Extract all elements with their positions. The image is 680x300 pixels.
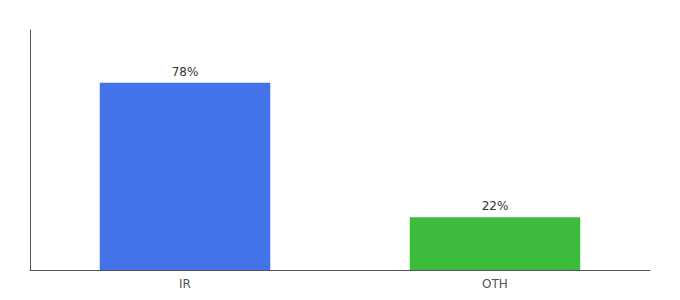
svg-text:OTH: OTH: [482, 277, 508, 291]
svg-text:IR: IR: [179, 277, 191, 291]
svg-text:22%: 22%: [482, 199, 509, 213]
svg-text:78%: 78%: [172, 65, 199, 79]
